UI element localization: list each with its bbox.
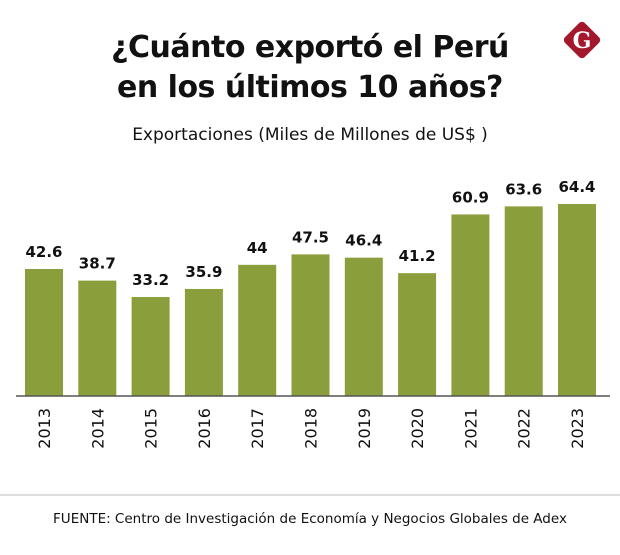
footer-divider: [0, 494, 620, 496]
bars-group: [25, 204, 596, 396]
bar-2018: [291, 254, 330, 396]
bar-chart: 42.6 38.7 33.2 35.9 44 47.5 46.4 41.2 60.9 63.6 64…: [16, 178, 610, 449]
bar-2016: [184, 288, 223, 396]
logo-diamond: [563, 21, 601, 59]
bar-2017: [238, 264, 277, 396]
gestion-g-logo-icon: G: [563, 21, 601, 59]
value-label-2019: 46.4: [345, 232, 382, 250]
bar-2020: [398, 273, 437, 396]
bar-2021: [451, 214, 490, 396]
chart-subtitle: Exportaciones (Miles de Millones de US$ …: [132, 125, 488, 145]
value-label-2015: 33.2: [132, 271, 169, 289]
value-label-2018: 47.5: [292, 228, 329, 246]
x-tick-label-2016: 2016: [195, 408, 214, 449]
x-tick-label-2019: 2019: [355, 408, 374, 449]
x-tick-label-2022: 2022: [515, 408, 534, 449]
bar-2023: [558, 204, 596, 396]
value-label-2020: 41.2: [399, 247, 436, 265]
value-label-2023: 64.4: [558, 178, 595, 196]
value-label-2022: 63.6: [505, 180, 542, 198]
value-label-2016: 35.9: [185, 263, 222, 281]
x-tick-label-2023: 2023: [568, 408, 587, 449]
chart-title-line-1: ¿Cuánto exportó el Perú: [111, 30, 509, 65]
x-tick-label-2015: 2015: [142, 408, 161, 449]
value-label-2021: 60.9: [452, 188, 489, 206]
value-labels-group: 42.6 38.7 33.2 35.9 44 47.5 46.4 41.2 60.9 63.6 64…: [25, 178, 595, 289]
x-tick-label-2017: 2017: [248, 408, 267, 449]
value-label-2014: 38.7: [79, 255, 116, 273]
value-label-2013: 42.6: [25, 243, 62, 261]
value-label-2017: 44: [247, 239, 268, 257]
chart-title-line-2: en los últimos 10 años?: [117, 70, 503, 105]
x-tick-label-2020: 2020: [408, 408, 427, 449]
source-note: FUENTE: Centro de Investigación de Econo…: [53, 511, 567, 527]
x-tick-label-2013: 2013: [35, 408, 54, 449]
x-tick-labels-group: 2013 2014 2015 2016 2017 2018 2019 2020 2021 2022…: [35, 408, 587, 449]
bar-2014: [78, 280, 117, 396]
x-tick-label-2014: 2014: [88, 408, 107, 449]
bar-2013: [25, 268, 63, 396]
bar-2022: [504, 206, 543, 396]
chart-title: ¿Cuánto exportó el Perú en los últimos 1…: [0, 28, 620, 108]
bar-2015: [131, 297, 170, 396]
bar-2019: [344, 257, 383, 396]
x-tick-label-2021: 2021: [461, 408, 480, 449]
x-tick-label-2018: 2018: [302, 408, 321, 449]
logo-letter: G: [573, 28, 592, 54]
